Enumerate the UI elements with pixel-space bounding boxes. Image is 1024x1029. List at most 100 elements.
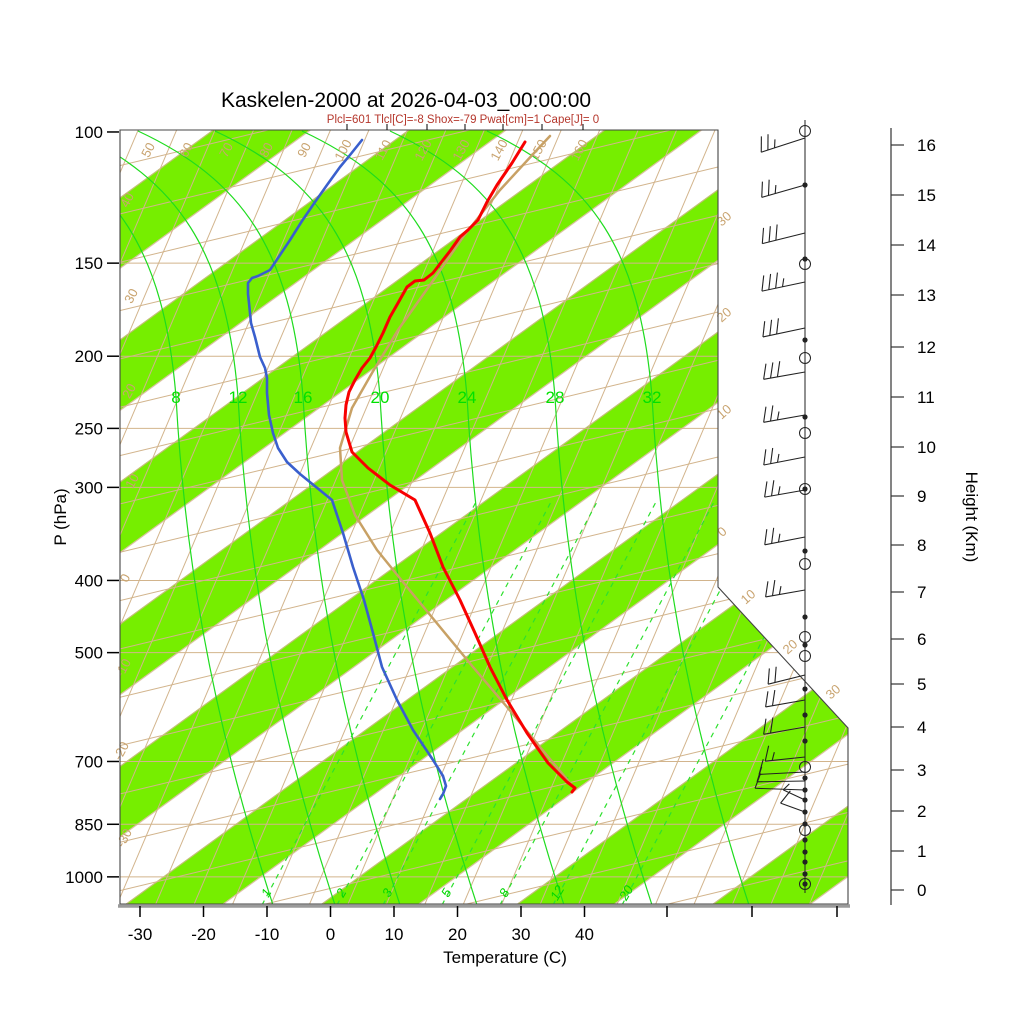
height-tick-label: 12 [917, 338, 936, 357]
temperature-tick-label: -20 [191, 925, 216, 944]
temperature-tick-label: -30 [128, 925, 153, 944]
moist-adiabat-label: 16 [294, 388, 313, 407]
wind-barb [764, 480, 806, 498]
plot-background [120, 130, 848, 904]
mixing-ratio-line [261, 499, 478, 904]
wind-barb [764, 745, 806, 762]
moist-adiabat-line [120, 130, 336, 904]
height-tick-label: 8 [917, 536, 926, 555]
height-tick-label: 16 [917, 136, 936, 155]
mixing-ratio-line [499, 499, 716, 904]
level-dot [802, 548, 808, 554]
moist-adiabat-line [120, 130, 274, 904]
wind-barb [782, 783, 806, 801]
pressure-tick-label: 250 [75, 419, 103, 438]
pressure-tick-label: 150 [75, 254, 103, 273]
moist-adiabat-label: 12 [229, 388, 248, 407]
isotherm-label-left: 10 [122, 471, 142, 491]
temperature-curve [343, 140, 577, 794]
moist-adiabat-label: 28 [546, 388, 565, 407]
height-tick-label: 0 [917, 881, 926, 900]
height-tick-label: 4 [917, 718, 926, 737]
height-tick-label: 7 [917, 583, 926, 602]
pressure-tick-label: 300 [75, 478, 103, 497]
height-tick-label: 10 [917, 438, 936, 457]
level-dot [802, 859, 808, 865]
mixing-ratio-line [441, 499, 658, 904]
isotherm-label-top: 60 [176, 140, 196, 160]
moist-adiabat-line [389, 130, 653, 904]
height-tick-label: 11 [917, 388, 935, 407]
station-circle [799, 427, 811, 439]
wind-barb [754, 773, 806, 791]
level-dot [802, 182, 808, 188]
pressure-tick-label: 400 [75, 571, 103, 590]
level-dot [802, 256, 808, 262]
level-dot [802, 686, 808, 692]
level-dot [802, 738, 808, 744]
level-dot [802, 787, 808, 793]
pressure-tick-label: 850 [75, 815, 103, 834]
chart-title: Kaskelen-2000 at 2026-04-03_00:00:00 [221, 89, 591, 112]
steep-isotherm-lines [120, 130, 848, 904]
isotherm-label-left: 40 [117, 190, 137, 210]
wind-barb [763, 717, 806, 735]
wind-barb [761, 272, 806, 292]
wind-barb [762, 318, 806, 338]
moist-adiabat-lines [120, 130, 750, 904]
isotherm-label-top: 50 [138, 140, 158, 160]
dewpoint-curve [246, 138, 448, 801]
mixing-ratio-label: 20 [615, 882, 636, 904]
wind-barb [765, 690, 806, 708]
level-dot [802, 809, 808, 815]
wind-barb [763, 361, 806, 380]
pressure-tick-label: 200 [75, 347, 103, 366]
wind-barb [760, 134, 806, 153]
pressure-axis-title: P (hPa) [51, 488, 70, 545]
height-tick-label: 13 [917, 286, 936, 305]
temperature-tick-label: 0 [326, 925, 335, 944]
temperature-tick-label: 40 [575, 925, 594, 944]
wind-barb [767, 666, 806, 685]
temperature-tick-label: 30 [512, 925, 531, 944]
mixing-ratio-line [382, 499, 599, 904]
moist-adiabat-label: 8 [171, 388, 180, 407]
level-dot [802, 642, 808, 648]
pressure-tick-label: 700 [75, 752, 103, 771]
level-dot [802, 881, 808, 887]
wind-barb [761, 179, 806, 198]
pressure-tick-label: 100 [75, 123, 103, 142]
station-circle [799, 125, 811, 137]
height-axis-title: Height (Km) [962, 472, 981, 563]
wind-barb [764, 527, 806, 546]
wind-barb [761, 224, 806, 245]
level-dot [802, 821, 808, 827]
height-tick-label: 6 [917, 630, 926, 649]
isotherm-label-top: 90 [294, 140, 314, 160]
wind-barb-staff [754, 120, 811, 893]
mixing-ratio-line [336, 499, 553, 904]
moist-adiabat-line [301, 130, 565, 904]
station-circle [799, 483, 811, 495]
moist-adiabat-line [214, 130, 478, 904]
isotherm-label-left: 30 [121, 286, 141, 306]
height-tick-label: 3 [917, 761, 926, 780]
isotherm-label-top: 70 [216, 140, 236, 160]
sounding-curves [246, 134, 577, 801]
moist-adiabat-line [486, 130, 750, 904]
pressure-tick-label: 1000 [65, 868, 103, 887]
station-circle [799, 558, 811, 570]
isotherm-label-left: 20 [119, 381, 139, 401]
height-tick-label: 2 [917, 802, 926, 821]
temperature-tick-label: 10 [385, 925, 404, 944]
moist-adiabat-label: 20 [371, 388, 390, 407]
level-dot [802, 337, 808, 343]
temperature-tick-label: 20 [448, 925, 467, 944]
isotherm-label-diagonal: 10 [738, 586, 759, 607]
isotherm-label-diagonal: 30 [823, 681, 844, 702]
level-dot [802, 775, 808, 781]
pressure-tick-label: 500 [75, 644, 103, 663]
moist-adiabat-label: 32 [643, 388, 662, 407]
